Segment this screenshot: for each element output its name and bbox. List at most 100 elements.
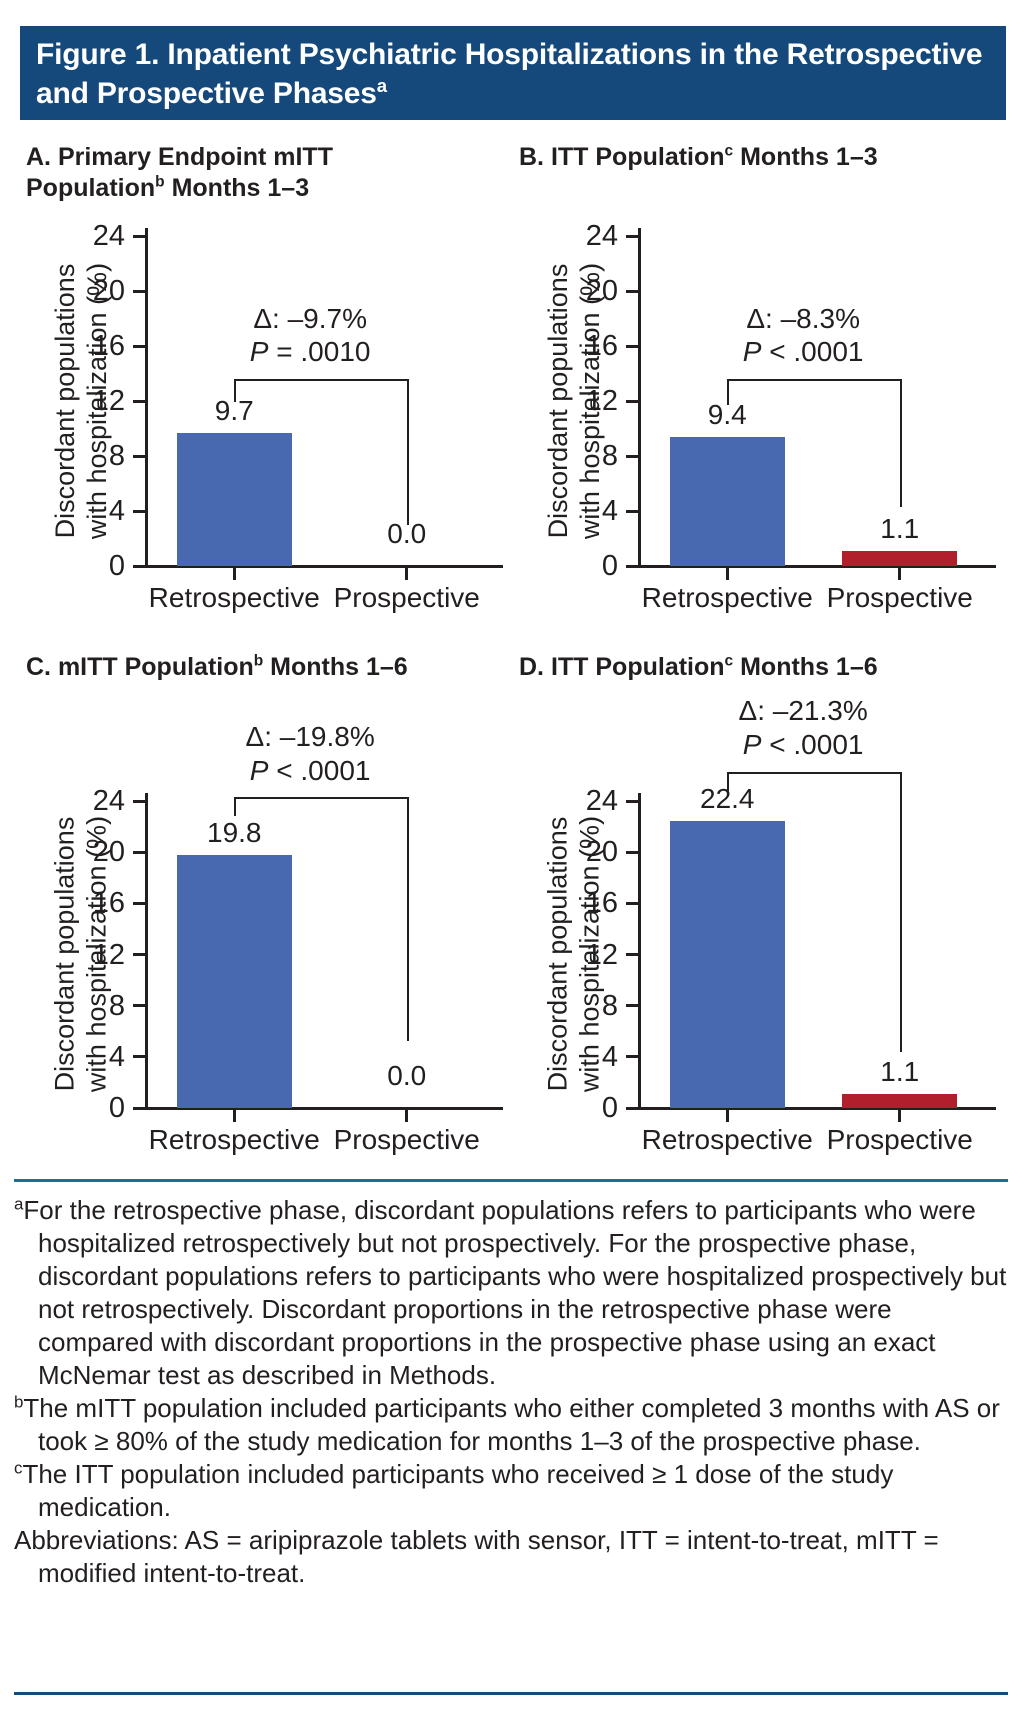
- bracket-line-horizontal: [727, 379, 902, 381]
- y-axis-line: [145, 793, 148, 1108]
- y-axis-tick: [626, 850, 638, 854]
- plot-area: 0 4 8 12 16 20 24 9.7 Retrospective 0.0 Prospectiv…: [93, 220, 503, 613]
- y-axis-tick: [626, 1055, 638, 1059]
- footnote-marker: c: [14, 1458, 23, 1478]
- p-value-label: P < .0001: [742, 336, 864, 368]
- panel-title-footnote-marker: c: [724, 652, 734, 670]
- bar-retrospective: [176, 854, 292, 1108]
- x-axis-label: Retrospective: [641, 582, 813, 613]
- x-axis-tick: [232, 1110, 236, 1122]
- bar-retrospective: [669, 436, 785, 566]
- panel-title: A. Primary Endpoint mITT Populationb Mon…: [26, 142, 456, 205]
- significance-annotation: Δ: –21.3% P < .0001: [673, 694, 933, 761]
- bar-retrospective: [176, 432, 292, 566]
- panel-title: D. ITT Populationc Months 1–6: [519, 652, 878, 683]
- y-axis-tick-label: 16: [92, 330, 125, 362]
- y-axis-tick: [626, 953, 638, 956]
- panel-a: A. Primary Endpoint mITT Populationb Mon…: [20, 136, 513, 613]
- bar-value-label: 19.8: [207, 816, 262, 848]
- y-axis-tick-label: 20: [92, 836, 125, 869]
- footnote-marker: a: [14, 1194, 24, 1214]
- y-axis-tick: [626, 399, 638, 403]
- y-axis-tick: [626, 289, 638, 293]
- y-axis-tick-label: 20: [585, 275, 618, 307]
- x-axis-label: Prospective: [333, 1124, 480, 1155]
- y-axis-tick-label: 0: [108, 1092, 125, 1124]
- y-axis-tick: [626, 1106, 638, 1110]
- bar-prospective: [842, 1093, 958, 1108]
- y-axis-tick: [626, 1004, 638, 1008]
- bracket-leg-left: [234, 379, 237, 403]
- panel-title-text: Months 1–6: [733, 653, 878, 681]
- x-axis-tick: [405, 568, 409, 580]
- panel-b: B. ITT Populationc Months 1–3 Discordant…: [513, 136, 1006, 613]
- bar-value-label: 0.0: [387, 1060, 427, 1091]
- y-axis-tick-label: 12: [585, 938, 618, 971]
- bracket-leg-left: [234, 797, 237, 817]
- x-axis-line: [638, 565, 996, 568]
- y-axis-tick: [133, 399, 145, 403]
- y-axis-tick: [133, 454, 145, 458]
- y-axis-tick-label: 8: [601, 440, 618, 472]
- bar-retrospective: [669, 821, 785, 1108]
- x-axis-label: Retrospective: [148, 582, 320, 613]
- y-axis-tick: [133, 799, 145, 803]
- top-divider-line: [14, 1179, 1008, 1182]
- y-axis-tick-label: 4: [601, 495, 618, 527]
- bottom-divider-line: [14, 1692, 1008, 1695]
- bracket-leg-right: [899, 771, 902, 1052]
- footnote-marker: b: [14, 1392, 24, 1412]
- panel-title-footnote-marker: b: [155, 173, 165, 191]
- plot-area: 0 4 8 12 16 20 24 22.4 Retrospective 1.1 Prospecti…: [586, 695, 996, 1155]
- panel-c: C. mITT Populationb Months 1–6 Discordan…: [20, 610, 513, 1170]
- x-axis-tick: [232, 568, 236, 580]
- delta-label: Δ: –19.8%: [245, 720, 375, 752]
- y-axis-tick-label: 8: [601, 989, 618, 1022]
- bar-value-label: 1.1: [880, 512, 920, 544]
- panel-title-text: Months 1–3: [164, 174, 310, 203]
- bar-value-label: 1.1: [880, 1055, 920, 1087]
- y-axis-tick-label: 12: [92, 938, 125, 971]
- y-axis-tick-label: 24: [92, 785, 125, 817]
- panel-title-text: Months 1–3: [733, 143, 878, 171]
- bracket-leg-right: [899, 379, 902, 507]
- x-axis-label: Prospective: [826, 1124, 973, 1155]
- x-axis-label: Prospective: [333, 582, 480, 613]
- footnotes: aFor the retrospective phase, discordant…: [14, 1194, 1010, 1590]
- y-axis-tick-label: 0: [601, 1092, 618, 1124]
- panel-title-text: A. Primary Endpoint mITT Population: [26, 143, 333, 203]
- y-axis-tick: [626, 454, 638, 458]
- y-axis-tick: [133, 901, 145, 905]
- x-axis-line: [638, 1107, 996, 1110]
- y-axis-line: [638, 228, 641, 566]
- bracket-leg-left: [727, 379, 730, 406]
- y-axis-tick: [133, 344, 145, 348]
- y-axis-tick: [626, 901, 638, 905]
- y-axis-line: [638, 793, 641, 1108]
- panel-title-text: D. ITT Population: [519, 653, 725, 681]
- y-axis-tick: [133, 234, 145, 238]
- y-axis-tick: [133, 850, 145, 854]
- bracket-line-horizontal: [234, 797, 409, 800]
- significance-annotation: Δ: –19.8% P < .0001: [180, 720, 440, 787]
- panel-d: D. ITT Populationc Months 1–6 Discordant…: [513, 610, 1006, 1170]
- bracket-leg-right: [406, 379, 409, 525]
- figure-title-footnote-marker: a: [376, 75, 387, 96]
- y-axis-tick-label: 8: [108, 989, 125, 1022]
- y-axis-tick-label: 24: [585, 220, 618, 252]
- y-axis-tick: [626, 799, 638, 803]
- y-axis-tick-label: 12: [92, 385, 125, 417]
- panel-title-text: Months 1–6: [263, 653, 408, 681]
- delta-label: Δ: –8.3%: [746, 302, 860, 334]
- x-axis-label: Prospective: [826, 582, 973, 613]
- y-axis-tick-label: 16: [585, 330, 618, 362]
- y-axis-tick: [133, 1004, 145, 1008]
- figure-title: Figure 1. Inpatient Psychiatric Hospital…: [36, 38, 983, 110]
- panel-title-text: B. ITT Population: [519, 143, 725, 171]
- y-axis-tick-label: 16: [92, 887, 125, 920]
- panel-title-footnote-marker: c: [724, 142, 734, 160]
- y-axis-tick: [626, 509, 638, 513]
- figure-title-bar: Figure 1. Inpatient Psychiatric Hospital…: [20, 26, 1006, 120]
- bracket-leg-right: [406, 797, 409, 1042]
- x-axis-tick: [898, 568, 902, 580]
